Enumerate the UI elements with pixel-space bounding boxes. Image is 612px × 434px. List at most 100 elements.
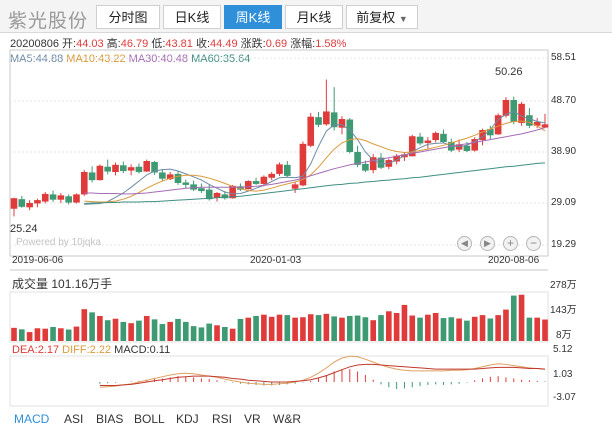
date-tick-end: 2020-08-06 <box>488 255 540 266</box>
volume-bar <box>510 295 517 341</box>
volume-value: 101.16万手 <box>51 277 113 291</box>
scroll-right-button[interactable]: ▶ <box>480 236 495 251</box>
adjust-dropdown[interactable]: 前复权 ▼ <box>346 5 418 29</box>
volume-bar <box>417 317 423 341</box>
indicator-tab-wr[interactable]: W&R <box>273 412 301 426</box>
macd-panel-frame <box>9 355 549 407</box>
arrow-right-icon: ▶ <box>484 238 491 248</box>
zoom-out-button[interactable]: − <box>526 236 541 251</box>
candle-body <box>26 202 33 208</box>
quote-low: 43.81 <box>165 38 193 50</box>
volume-bar <box>362 317 369 341</box>
candle-body <box>73 194 80 203</box>
candle-body <box>229 185 236 199</box>
quote-date: 20200806 <box>10 38 59 50</box>
dea-value: 2.17 <box>37 344 60 356</box>
candle-body <box>479 130 486 141</box>
top-toolbar: 紫光股份 分时图 日K线 周K线 月K线 前复权 ▼ <box>0 0 612 33</box>
candle-body <box>518 103 525 123</box>
volume-bar <box>34 328 41 341</box>
volume-bar <box>261 314 267 341</box>
candle-body <box>151 161 158 173</box>
tab-intraday[interactable]: 分时图 <box>96 5 160 29</box>
candle-body <box>291 184 299 189</box>
candle-body <box>315 117 322 125</box>
macd-value: 0.11 <box>149 344 171 356</box>
volume-bar <box>409 315 416 341</box>
scroll-left-button[interactable]: ◀ <box>457 236 472 251</box>
ma10-line <box>84 120 546 203</box>
volume-bar <box>386 311 392 341</box>
volume-bar <box>58 328 64 341</box>
candle-body <box>338 119 346 128</box>
indicator-tab-bias[interactable]: BIAS <box>96 412 124 426</box>
volume-bar <box>456 318 462 341</box>
quote-close: 44.49 <box>210 38 238 50</box>
volume-tick: 143万 <box>550 305 577 316</box>
candle-body <box>127 167 135 171</box>
ma5-label: MA5: <box>10 53 36 65</box>
volume-bar <box>159 324 166 341</box>
candle-body <box>346 119 354 153</box>
candle-body <box>408 136 416 157</box>
zoom-in-button[interactable]: + <box>503 236 518 251</box>
indicator-tab-vr[interactable]: VR <box>244 412 261 426</box>
candle-body <box>244 181 252 190</box>
chart-grid <box>9 49 549 407</box>
volume-bar <box>276 314 283 341</box>
candle-body <box>57 195 65 200</box>
ma60-label: MA60: <box>191 53 223 65</box>
tab-monthly-k[interactable]: 月K线 <box>285 5 343 29</box>
candle-body <box>416 136 424 144</box>
volume-bar <box>222 326 228 341</box>
quote-high-label: 高: <box>106 38 121 50</box>
volume-bar <box>73 326 80 341</box>
volume-bar <box>237 318 244 341</box>
tab-daily-k[interactable]: 日K线 <box>163 5 221 29</box>
volume-bar <box>229 328 236 341</box>
candle-body <box>252 181 260 184</box>
volume-bar <box>284 315 291 341</box>
candle-body <box>10 198 18 209</box>
volume-bar <box>542 319 548 341</box>
volume-bar <box>331 316 337 341</box>
volume-bar <box>323 313 330 341</box>
max-annotation: 50.26 <box>495 66 523 78</box>
price-tick: 29.09 <box>551 197 577 208</box>
volume-bar <box>65 329 72 341</box>
candle-body <box>112 164 119 173</box>
volume-bar <box>151 319 158 341</box>
indicator-tab-rsi[interactable]: RSI <box>212 412 233 426</box>
volume-bar <box>143 315 150 341</box>
candle-body <box>299 143 307 186</box>
volume-title: 成交量 <box>12 277 49 291</box>
quote-pct: 1.58% <box>315 38 347 50</box>
volume-bar <box>206 323 213 341</box>
volume-tick: 8万 <box>556 330 572 341</box>
volume-bar <box>26 332 33 341</box>
macd-tick: -3.07 <box>553 392 576 403</box>
indicator-tab-macd[interactable]: MACD <box>14 412 50 426</box>
candle-body <box>34 200 41 204</box>
candle-body <box>205 189 213 200</box>
tab-weekly-k[interactable]: 周K线 <box>224 5 282 29</box>
indicator-tab-kdj[interactable]: KDJ <box>176 412 199 426</box>
ma60-line <box>84 162 546 204</box>
indicator-tab-boll[interactable]: BOLL <box>134 412 165 426</box>
candle-body <box>96 165 104 181</box>
volume-bar <box>182 321 189 341</box>
volume-bar <box>253 315 259 341</box>
quote-pct-label: 涨幅: <box>290 38 316 50</box>
volume-bar <box>120 321 127 341</box>
quote-line: 20200806 开:44.03 高:46.79 低:43.81 收:44.49… <box>10 35 346 51</box>
candle-body <box>354 151 361 165</box>
volume-bar <box>97 315 103 341</box>
candle-body <box>104 166 112 172</box>
indicator-tab-asi[interactable]: ASI <box>64 412 84 426</box>
macd-layer <box>99 355 546 390</box>
volume-tick: 278万 <box>550 280 577 291</box>
tab-daily-k-label: 日K线 <box>174 10 210 25</box>
candle-body <box>463 145 471 152</box>
candle-body <box>88 172 96 181</box>
